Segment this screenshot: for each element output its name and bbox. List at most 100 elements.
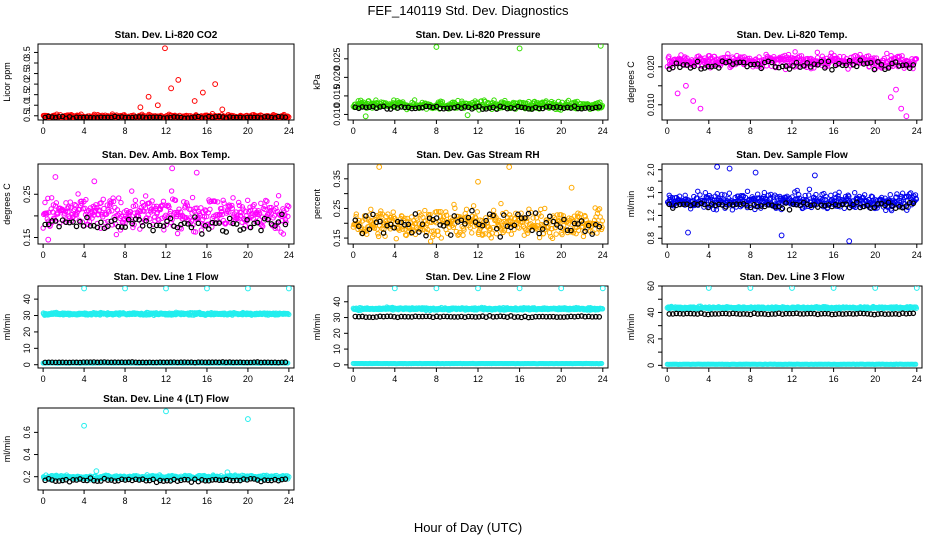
overlay-point <box>70 115 76 120</box>
overlay-point <box>518 314 525 321</box>
overlay-point <box>476 314 482 320</box>
overlay-point <box>416 313 422 320</box>
data-point <box>286 203 292 210</box>
overlay-point <box>433 313 440 320</box>
overlay-point <box>589 314 595 320</box>
overlay-point <box>490 314 496 320</box>
overlay-point <box>98 219 104 226</box>
x-tick-label: 12 <box>473 374 483 384</box>
data-point <box>285 310 291 317</box>
overlay-point <box>882 202 888 209</box>
overlay-point <box>45 113 52 120</box>
y-tick-label: 0.25 <box>22 186 32 204</box>
overlay-point <box>691 63 697 70</box>
overlay-point <box>779 205 786 212</box>
data-point <box>823 193 829 200</box>
overlay-point <box>511 222 518 229</box>
overlay-point <box>143 218 149 224</box>
x-tick-label: 20 <box>870 126 880 136</box>
overlay-point <box>525 106 532 112</box>
overlay-point <box>426 313 433 320</box>
overlay-point <box>160 359 167 366</box>
overlay-point <box>56 223 62 230</box>
data-point <box>285 213 291 220</box>
overlay-point <box>265 114 271 120</box>
overlay-point <box>122 224 129 230</box>
data-point <box>554 212 560 218</box>
overlay-point <box>804 60 810 66</box>
y-axis-label: ml/min <box>2 314 12 341</box>
x-tick-label: 20 <box>243 126 253 136</box>
overlay-point <box>387 221 394 228</box>
overlay-point <box>680 201 687 208</box>
overlay-point <box>673 60 680 66</box>
overlay-point <box>582 313 588 320</box>
outlier-point <box>391 286 398 292</box>
data-point <box>463 206 470 213</box>
data-point <box>852 189 858 196</box>
overlay-point <box>458 313 465 320</box>
data-point <box>404 215 410 222</box>
outlier-point <box>137 104 144 111</box>
outlier-point <box>376 164 383 170</box>
x-tick-label: 4 <box>706 374 711 384</box>
overlay-point <box>451 314 458 320</box>
overlay-point <box>206 359 212 366</box>
overlay-point <box>73 359 80 366</box>
overlay-point <box>77 359 83 366</box>
data-point <box>256 210 263 216</box>
overlay-point <box>254 219 261 226</box>
data-point <box>362 216 368 222</box>
data-point <box>508 231 515 237</box>
data-point <box>82 211 89 218</box>
overlay-point <box>188 115 195 120</box>
overlay-point <box>698 66 704 72</box>
data-point <box>166 204 172 210</box>
data-point <box>913 196 919 203</box>
overlay-point <box>164 218 170 225</box>
data-point <box>175 209 181 215</box>
data-point <box>524 230 531 236</box>
data-point <box>402 215 408 221</box>
overlay-point <box>226 114 233 120</box>
overlay-point <box>233 359 240 366</box>
y-tick-label: 0.025 <box>332 48 342 71</box>
overlay-point <box>174 224 181 231</box>
overlay-point <box>483 106 489 112</box>
data-point <box>135 213 142 220</box>
overlay-point <box>447 232 454 238</box>
data-point <box>236 202 243 209</box>
data-point <box>483 215 489 221</box>
data-point <box>212 198 218 205</box>
data-point <box>379 211 386 217</box>
overlay-point <box>561 314 567 320</box>
data-point <box>910 65 916 72</box>
outlier-point <box>683 82 689 89</box>
data-point <box>887 191 893 198</box>
data-point <box>235 199 242 206</box>
overlay-point <box>384 313 390 320</box>
overlay-point <box>575 313 581 320</box>
data-point <box>559 231 565 238</box>
overlay-point <box>157 114 163 120</box>
overlay-point <box>49 359 55 366</box>
overlay-point <box>529 227 535 234</box>
overlay-point <box>244 114 250 120</box>
overlay-point <box>578 218 585 224</box>
overlay-point <box>409 314 415 320</box>
y-tick-label: 3.0 <box>22 57 32 70</box>
overlay-point <box>878 61 885 68</box>
overlay-point <box>115 114 122 120</box>
x-tick-label: 8 <box>434 126 439 136</box>
overlay-point <box>571 220 578 227</box>
outlier-point <box>714 164 721 170</box>
outlier-point <box>175 76 182 83</box>
data-point <box>878 194 885 201</box>
y-tick-label: 2.5 <box>22 67 32 80</box>
data-point <box>721 192 728 198</box>
overlay-point <box>401 222 408 228</box>
overlay-point <box>91 115 97 120</box>
overlay-point <box>212 220 219 226</box>
